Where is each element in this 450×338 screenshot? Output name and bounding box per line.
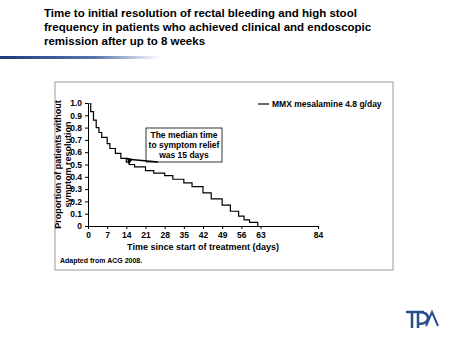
y-tick-mark (85, 201, 88, 202)
x-tick-label: 7 (105, 230, 110, 240)
plot-area (88, 103, 258, 226)
x-tick-mark (184, 226, 185, 229)
y-axis-title: Proportion of patients withoutsymptom re… (53, 100, 73, 228)
y-axis-title-line: Proportion of patients without (53, 100, 63, 228)
y-tick-mark (85, 214, 88, 215)
x-tick-mark (126, 226, 127, 229)
x-tick-mark (88, 226, 89, 229)
y-tick-mark (85, 115, 88, 116)
y-tick: 1.0 (70, 98, 88, 108)
y-axis-line (85, 104, 89, 227)
x-tick: 7 (105, 226, 110, 240)
x-tick-label: 84 (314, 230, 324, 240)
title-line: frequency in patients who achieved clini… (44, 21, 372, 33)
y-tick: 0.1 (70, 209, 88, 219)
y-tick-mark (85, 152, 88, 153)
x-tick-label: 56 (237, 230, 247, 240)
series-line (88, 103, 258, 226)
annotation-box (146, 128, 222, 162)
x-tick-mark (241, 226, 242, 229)
x-tick-mark (203, 226, 204, 229)
x-tick: 42 (199, 226, 209, 240)
legend-swatch (258, 103, 269, 104)
x-tick: 14 (122, 226, 132, 240)
y-tick: 0.9 (70, 111, 88, 121)
y-tick-mark (85, 140, 88, 141)
x-tick: 28 (160, 226, 170, 240)
x-tick-label: 14 (122, 230, 132, 240)
x-tick-mark (165, 226, 166, 229)
x-tick-mark (261, 226, 262, 229)
y-tick-mark (85, 189, 88, 190)
y-tick-mark (85, 226, 88, 227)
y-tick-label: 1.0 (70, 98, 82, 108)
legend-label: MMX mesalamine 4.8 g/day (272, 99, 382, 109)
annotation-line: to symptom relief (149, 140, 220, 150)
x-tick: 63 (256, 226, 266, 240)
x-tick-label: 49 (218, 230, 228, 240)
x-tick-mark (107, 226, 108, 229)
legend: MMX mesalamine 4.8 g/day (258, 99, 382, 109)
annotation-arrow-head (127, 158, 133, 165)
x-tick: 0 (86, 226, 91, 240)
x-tick: 56 (237, 226, 247, 240)
y-axis-title-line: symptom resolution (63, 121, 73, 207)
x-axis-line (89, 227, 319, 230)
y-tick-mark (85, 128, 88, 129)
x-axis: 0 7 14 21 28 35 42 49 56 63 84 (86, 226, 323, 240)
x-tick-mark (146, 226, 147, 229)
y-tick-mark (85, 165, 88, 166)
title-line: Time to initial resolution of rectal ble… (44, 7, 357, 19)
source-note: Adapted from ACG 2008. (60, 257, 142, 265)
logo (406, 312, 438, 328)
x-tick: 35 (180, 226, 190, 240)
y-tick-mark (85, 177, 88, 178)
x-tick: 49 (218, 226, 228, 240)
y-tick-label: 0.1 (70, 209, 82, 219)
slide: Time to initial resolution of rectal ble… (0, 0, 450, 338)
chart-panel (55, 82, 393, 270)
x-axis-title: Time since start of treatment (days) (127, 242, 279, 252)
annotation-text: The median timeto symptom reliefwas 15 d… (149, 130, 220, 160)
y-tick-label: 0 (77, 221, 82, 231)
logo-mark (406, 312, 428, 328)
x-tick-label: 42 (199, 230, 209, 240)
annotation-line: was 15 days (158, 150, 209, 160)
x-tick: 84 (314, 226, 324, 240)
logo-mark-2 (426, 312, 438, 326)
x-tick-label: 63 (256, 230, 266, 240)
x-tick-mark (222, 226, 223, 229)
y-tick-mark (85, 103, 88, 104)
title: Time to initial resolution of rectal ble… (44, 7, 372, 47)
x-tick-label: 35 (180, 230, 190, 240)
annotation-arrow-shaft (131, 160, 158, 163)
x-tick-mark (318, 226, 319, 229)
x-tick-label: 0 (86, 230, 91, 240)
x-tick-label: 21 (141, 230, 151, 240)
x-tick: 21 (141, 226, 151, 240)
annotation-line: The median time (150, 130, 217, 140)
title-line: remission after up to 8 weeks (44, 35, 205, 47)
title-bar (0, 56, 160, 59)
x-tick-label: 28 (160, 230, 170, 240)
y-tick-label: 0.9 (70, 111, 82, 121)
